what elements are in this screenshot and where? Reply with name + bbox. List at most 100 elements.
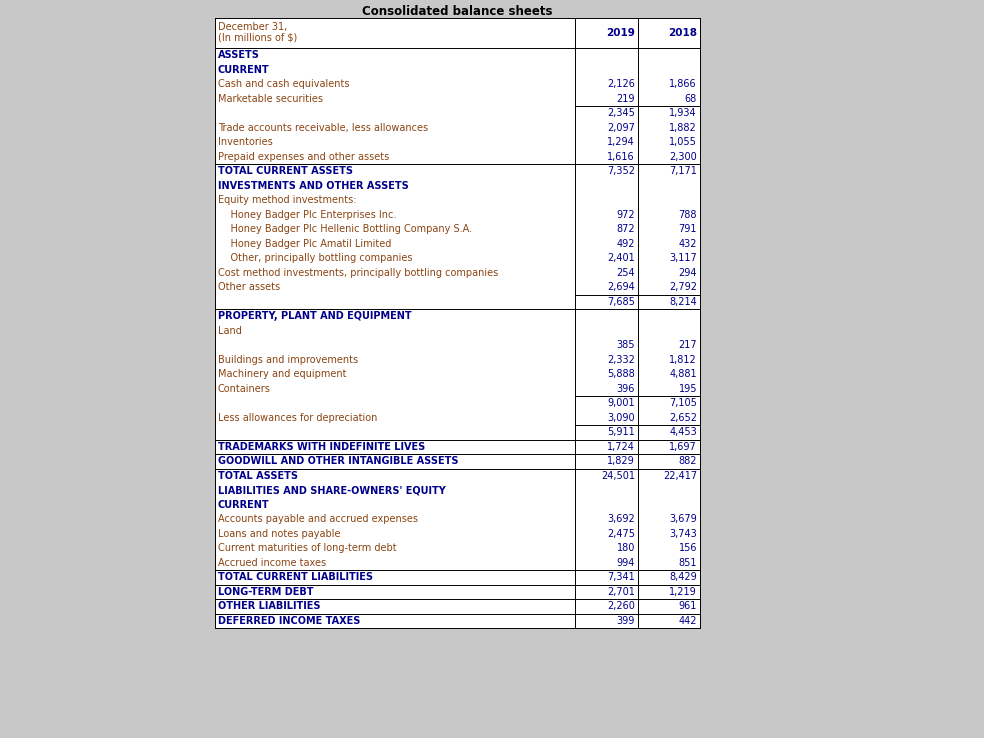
Text: 3,090: 3,090 <box>607 413 635 423</box>
Text: 4,881: 4,881 <box>669 369 697 379</box>
Text: 2018: 2018 <box>668 28 697 38</box>
Text: 2,701: 2,701 <box>607 587 635 597</box>
Text: CURRENT: CURRENT <box>218 65 270 75</box>
Text: Machinery and equipment: Machinery and equipment <box>218 369 346 379</box>
Text: GOODWILL AND OTHER INTANGIBLE ASSETS: GOODWILL AND OTHER INTANGIBLE ASSETS <box>218 456 459 466</box>
Text: 22,417: 22,417 <box>663 471 697 480</box>
Text: 788: 788 <box>679 210 697 220</box>
Text: 3,117: 3,117 <box>669 253 697 263</box>
Text: 219: 219 <box>617 94 635 104</box>
Text: 2,345: 2,345 <box>607 108 635 118</box>
Text: 3,743: 3,743 <box>669 528 697 539</box>
Text: 2,792: 2,792 <box>669 282 697 292</box>
Text: 872: 872 <box>616 224 635 234</box>
Text: 2,126: 2,126 <box>607 79 635 89</box>
Text: 2,260: 2,260 <box>607 601 635 611</box>
Text: 7,105: 7,105 <box>669 399 697 408</box>
Text: 994: 994 <box>617 558 635 568</box>
Text: Other, principally bottling companies: Other, principally bottling companies <box>218 253 412 263</box>
Text: 2,475: 2,475 <box>607 528 635 539</box>
Text: Consolidated balance sheets: Consolidated balance sheets <box>362 5 553 18</box>
Text: 399: 399 <box>617 615 635 626</box>
Text: PROPERTY, PLANT AND EQUIPMENT: PROPERTY, PLANT AND EQUIPMENT <box>218 311 411 321</box>
Text: 7,352: 7,352 <box>607 166 635 176</box>
Text: 68: 68 <box>685 94 697 104</box>
Text: Loans and notes payable: Loans and notes payable <box>218 528 340 539</box>
Text: 432: 432 <box>679 239 697 249</box>
Text: 254: 254 <box>616 268 635 277</box>
Text: Land: Land <box>218 325 242 336</box>
Text: TOTAL CURRENT LIABILITIES: TOTAL CURRENT LIABILITIES <box>218 572 373 582</box>
Text: TRADEMARKS WITH INDEFINITE LIVES: TRADEMARKS WITH INDEFINITE LIVES <box>218 442 425 452</box>
Text: 2,300: 2,300 <box>669 152 697 162</box>
Text: Containers: Containers <box>218 384 271 394</box>
Text: 5,911: 5,911 <box>607 427 635 437</box>
Text: 2,097: 2,097 <box>607 123 635 133</box>
Text: 9,001: 9,001 <box>607 399 635 408</box>
Text: 385: 385 <box>617 340 635 351</box>
Text: 2019: 2019 <box>606 28 635 38</box>
Text: 1,934: 1,934 <box>669 108 697 118</box>
Text: LIABILITIES AND SHARE-OWNERS' EQUITY: LIABILITIES AND SHARE-OWNERS' EQUITY <box>218 486 446 495</box>
Text: 442: 442 <box>679 615 697 626</box>
Text: 1,724: 1,724 <box>607 442 635 452</box>
Text: 8,214: 8,214 <box>669 297 697 307</box>
Text: 4,453: 4,453 <box>669 427 697 437</box>
Text: 8,429: 8,429 <box>669 572 697 582</box>
Text: Accrued income taxes: Accrued income taxes <box>218 558 326 568</box>
Text: 180: 180 <box>617 543 635 554</box>
Text: 24,501: 24,501 <box>601 471 635 480</box>
Text: INVESTMENTS AND OTHER ASSETS: INVESTMENTS AND OTHER ASSETS <box>218 181 408 190</box>
Text: 3,679: 3,679 <box>669 514 697 524</box>
Text: Honey Badger Plc Amatil Limited: Honey Badger Plc Amatil Limited <box>218 239 392 249</box>
Text: OTHER LIABILITIES: OTHER LIABILITIES <box>218 601 321 611</box>
Text: (In millions of $): (In millions of $) <box>218 32 297 42</box>
Text: Honey Badger Plc Enterprises Inc.: Honey Badger Plc Enterprises Inc. <box>218 210 397 220</box>
Text: 1,829: 1,829 <box>607 456 635 466</box>
Text: 7,171: 7,171 <box>669 166 697 176</box>
Text: Accounts payable and accrued expenses: Accounts payable and accrued expenses <box>218 514 418 524</box>
Text: 7,685: 7,685 <box>607 297 635 307</box>
Text: 7,341: 7,341 <box>607 572 635 582</box>
Text: 791: 791 <box>679 224 697 234</box>
Text: 1,882: 1,882 <box>669 123 697 133</box>
Text: 2,401: 2,401 <box>607 253 635 263</box>
Text: Inventories: Inventories <box>218 137 273 148</box>
Text: 3,692: 3,692 <box>607 514 635 524</box>
Text: 396: 396 <box>617 384 635 394</box>
Text: Trade accounts receivable, less allowances: Trade accounts receivable, less allowanc… <box>218 123 428 133</box>
Text: 961: 961 <box>679 601 697 611</box>
Text: Marketable securities: Marketable securities <box>218 94 323 104</box>
Bar <box>215 18 700 628</box>
Text: 2,332: 2,332 <box>607 355 635 365</box>
Text: Less allowances for depreciation: Less allowances for depreciation <box>218 413 378 423</box>
Text: Cost method investments, principally bottling companies: Cost method investments, principally bot… <box>218 268 498 277</box>
Text: 1,055: 1,055 <box>669 137 697 148</box>
Text: TOTAL ASSETS: TOTAL ASSETS <box>218 471 298 480</box>
Text: 294: 294 <box>679 268 697 277</box>
Text: 972: 972 <box>616 210 635 220</box>
Text: DEFERRED INCOME TAXES: DEFERRED INCOME TAXES <box>218 615 360 626</box>
Text: December 31,: December 31, <box>218 22 287 32</box>
Text: Other assets: Other assets <box>218 282 280 292</box>
Text: LONG-TERM DEBT: LONG-TERM DEBT <box>218 587 314 597</box>
Text: Current maturities of long-term debt: Current maturities of long-term debt <box>218 543 397 554</box>
Text: TOTAL CURRENT ASSETS: TOTAL CURRENT ASSETS <box>218 166 353 176</box>
Text: 1,294: 1,294 <box>607 137 635 148</box>
Text: Equity method investments:: Equity method investments: <box>218 196 356 205</box>
Text: 851: 851 <box>679 558 697 568</box>
Text: 156: 156 <box>679 543 697 554</box>
Text: 1,219: 1,219 <box>669 587 697 597</box>
Text: Buildings and improvements: Buildings and improvements <box>218 355 358 365</box>
Text: 195: 195 <box>679 384 697 394</box>
Text: 2,652: 2,652 <box>669 413 697 423</box>
Text: 2,694: 2,694 <box>607 282 635 292</box>
Text: 882: 882 <box>679 456 697 466</box>
Text: ASSETS: ASSETS <box>218 50 260 61</box>
Text: 1,866: 1,866 <box>669 79 697 89</box>
Text: Cash and cash equivalents: Cash and cash equivalents <box>218 79 349 89</box>
Text: 1,697: 1,697 <box>669 442 697 452</box>
Text: Honey Badger Plc Hellenic Bottling Company S.A.: Honey Badger Plc Hellenic Bottling Compa… <box>218 224 472 234</box>
Text: 1,616: 1,616 <box>607 152 635 162</box>
Text: 5,888: 5,888 <box>607 369 635 379</box>
